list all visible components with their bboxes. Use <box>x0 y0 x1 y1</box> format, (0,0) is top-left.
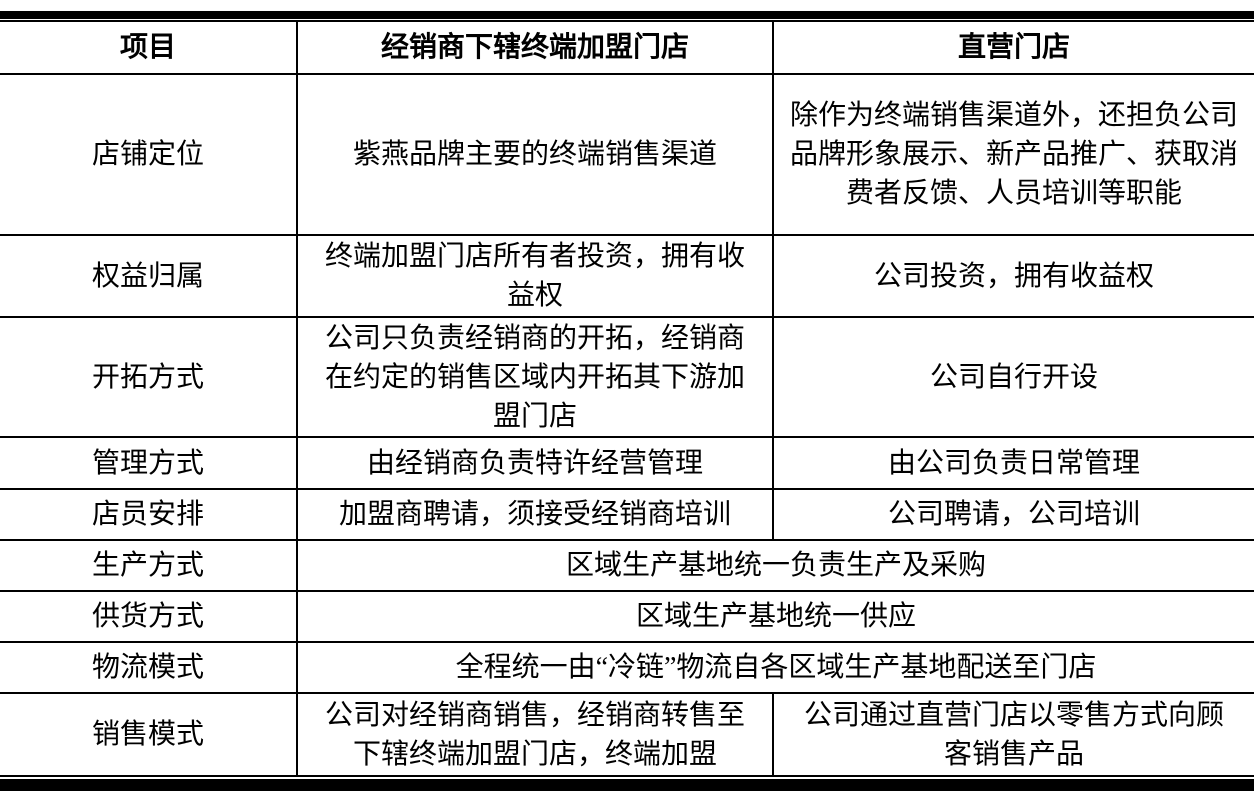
store-comparison-table: 项目 经销商下辖终端加盟门店 直营门店 店铺定位 紫燕品牌主要的终端销售渠道 除… <box>0 22 1254 775</box>
direct-cell: 公司自行开设 <box>772 316 1254 438</box>
row-label: 供货方式 <box>0 590 298 643</box>
row-label: 开拓方式 <box>0 316 298 438</box>
direct-cell: 公司投资，拥有收益权 <box>772 234 1254 318</box>
franchise-cell: 公司只负责经销商的开拓，经销商在约定的销售区域内开拓其下游加盟门店 <box>296 316 774 438</box>
merged-cell: 全程统一由“冷链”物流自各区域生产基地配送至门店 <box>296 641 1254 694</box>
direct-cell: 公司聘请，公司培训 <box>772 488 1254 541</box>
row-label: 管理方式 <box>0 436 298 490</box>
header-direct: 直营门店 <box>772 22 1254 75</box>
merged-cell: 区域生产基地统一供应 <box>296 590 1254 643</box>
table-row: 店铺定位 紫燕品牌主要的终端销售渠道 除作为终端销售渠道外，还担负公司品牌形象展… <box>0 73 1254 236</box>
franchise-cell: 紫燕品牌主要的终端销售渠道 <box>296 73 774 236</box>
table-row: 店员安排 加盟商聘请，须接受经销商培训 公司聘请，公司培训 <box>0 488 1254 541</box>
table-row: 生产方式 区域生产基地统一负责生产及采购 <box>0 539 1254 592</box>
table-row: 开拓方式 公司只负责经销商的开拓，经销商在约定的销售区域内开拓其下游加盟门店 公… <box>0 316 1254 438</box>
table-row: 销售模式 公司对经销商销售，经销商转售至下辖终端加盟门店，终端加盟 公司通过直营… <box>0 692 1254 775</box>
header-row: 项目 经销商下辖终端加盟门店 直营门店 <box>0 22 1254 75</box>
table-row: 供货方式 区域生产基地统一供应 <box>0 590 1254 643</box>
table-row: 物流模式 全程统一由“冷链”物流自各区域生产基地配送至门店 <box>0 641 1254 694</box>
direct-cell: 由公司负责日常管理 <box>772 436 1254 490</box>
row-label: 生产方式 <box>0 539 298 592</box>
row-label: 店铺定位 <box>0 73 298 236</box>
top-thick-rule <box>0 11 1254 19</box>
table-row: 权益归属 终端加盟门店所有者投资，拥有收益权 公司投资，拥有收益权 <box>0 234 1254 318</box>
franchise-cell: 终端加盟门店所有者投资，拥有收益权 <box>296 234 774 318</box>
row-label: 物流模式 <box>0 641 298 694</box>
row-label: 销售模式 <box>0 692 298 775</box>
franchise-cell: 由经销商负责特许经营管理 <box>296 436 774 490</box>
direct-cell: 除作为终端销售渠道外，还担负公司品牌形象展示、新产品推广、获取消费者反馈、人员培… <box>772 73 1254 236</box>
merged-cell: 区域生产基地统一负责生产及采购 <box>296 539 1254 592</box>
header-item: 项目 <box>0 22 298 75</box>
direct-cell: 公司通过直营门店以零售方式向顾客销售产品 <box>772 692 1254 775</box>
bottom-thin-rule <box>0 775 1254 777</box>
top-thin-rule <box>0 20 1254 22</box>
row-label: 权益归属 <box>0 234 298 318</box>
franchise-cell: 加盟商聘请，须接受经销商培训 <box>296 488 774 541</box>
bottom-thick-rule <box>0 779 1254 791</box>
row-label: 店员安排 <box>0 488 298 541</box>
header-franchise: 经销商下辖终端加盟门店 <box>296 22 774 75</box>
franchise-cell: 公司对经销商销售，经销商转售至下辖终端加盟门店，终端加盟 <box>296 692 774 775</box>
table-row: 管理方式 由经销商负责特许经营管理 由公司负责日常管理 <box>0 436 1254 490</box>
